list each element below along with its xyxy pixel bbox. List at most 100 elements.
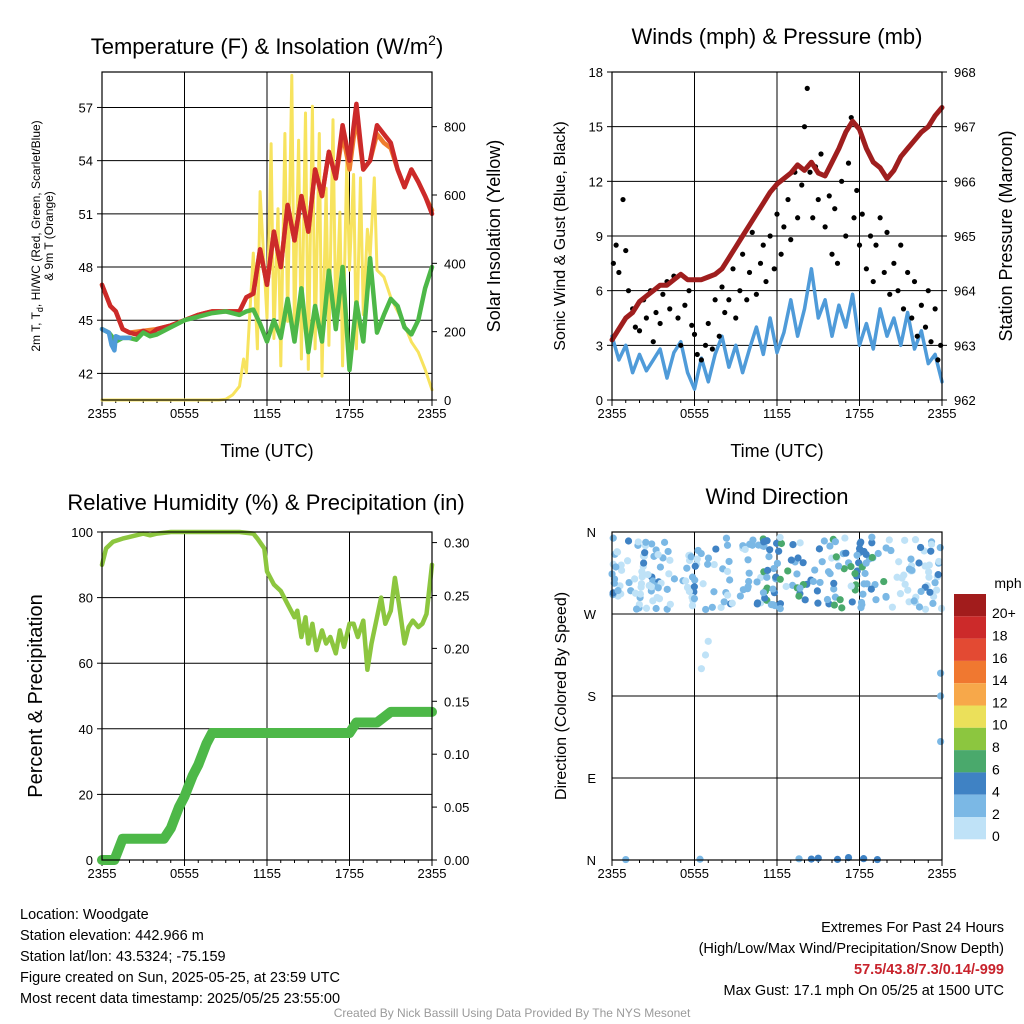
y-tick-label: 0 xyxy=(596,393,603,408)
direction-point xyxy=(799,559,807,567)
direction-point xyxy=(861,569,869,578)
gust-point xyxy=(719,284,725,290)
plot-border xyxy=(611,531,943,861)
direction-point xyxy=(690,583,698,591)
panel-title: Temperature (F) & Insolation (W/m2) xyxy=(91,32,444,59)
y-tick-label: 54 xyxy=(79,154,93,169)
panel-title: Wind Direction xyxy=(705,484,848,509)
direction-point xyxy=(793,570,801,578)
x-tick-label: 2355 xyxy=(598,406,627,421)
direction-point xyxy=(880,577,888,586)
direction-point xyxy=(824,568,833,576)
gust-point xyxy=(632,324,638,330)
direction-point xyxy=(753,600,761,608)
y2-tick-label: 400 xyxy=(444,256,466,271)
direction-point xyxy=(927,540,936,548)
red-temperature-line xyxy=(99,255,435,373)
plot-border xyxy=(611,71,943,401)
gust-point xyxy=(877,215,883,221)
direction-point xyxy=(887,546,895,555)
direction-point xyxy=(642,538,650,546)
colorbar-swatch xyxy=(954,660,986,684)
gust-point xyxy=(891,260,897,266)
direction-point xyxy=(818,558,826,566)
direction-point xyxy=(638,569,647,577)
colorbar-swatch xyxy=(954,750,986,773)
gust-point xyxy=(905,269,911,276)
direction-point xyxy=(765,552,773,561)
gust-point xyxy=(753,291,759,297)
direction-point xyxy=(917,587,925,596)
direction-point xyxy=(704,637,712,645)
direction-point xyxy=(836,596,844,604)
gust-point xyxy=(620,196,626,203)
gust-point xyxy=(870,278,876,285)
x-tick-label: 2355 xyxy=(928,406,957,421)
x-tick-label: 1755 xyxy=(335,866,364,881)
gust-point xyxy=(895,288,901,294)
direction-point xyxy=(763,566,772,575)
gust-point xyxy=(859,211,865,217)
gust-point xyxy=(667,306,673,312)
direction-point xyxy=(872,596,880,604)
direction-point xyxy=(699,580,707,588)
direction-point xyxy=(687,553,695,561)
y-tick-label: 12 xyxy=(589,174,603,189)
direction-point xyxy=(830,579,838,587)
direction-point xyxy=(868,553,876,562)
station-latlon: Station lat/lon: 43.5324; -75.159 xyxy=(20,949,226,965)
gust-point xyxy=(650,339,656,345)
y-tick-label: 45 xyxy=(79,313,93,328)
direction-point xyxy=(868,533,876,541)
gust-point xyxy=(778,251,784,257)
extremes-legend: (High/Low/Max Wind/Precipitation/Snow De… xyxy=(698,941,1004,957)
direction-point xyxy=(763,573,771,581)
x-axis-label: Time (UTC) xyxy=(730,441,823,461)
y-tick-label: N xyxy=(587,525,596,540)
gust-point xyxy=(746,269,753,276)
y2-tick-label: 200 xyxy=(444,325,466,340)
gust-point xyxy=(918,302,924,308)
y2-tick-label: 964 xyxy=(954,284,976,299)
direction-point xyxy=(921,605,930,613)
direction-point xyxy=(815,545,824,553)
direction-point xyxy=(694,546,702,555)
gust-point xyxy=(722,309,728,316)
y-axis-label: 2m T, Td, HI/WC (Red, Green, Scarlet/Blu… xyxy=(29,120,56,351)
direction-point xyxy=(926,588,934,596)
direction-point xyxy=(874,549,882,558)
x-tick-label: 1155 xyxy=(763,866,791,881)
direction-point xyxy=(857,604,865,612)
direction-point xyxy=(868,539,876,547)
direction-point xyxy=(862,550,870,559)
gust-point xyxy=(625,288,632,294)
y-tick-label: 80 xyxy=(79,591,93,606)
gust-point xyxy=(867,233,874,239)
x-tick-label: 1155 xyxy=(763,406,791,421)
x-tick-label: 0555 xyxy=(170,866,199,881)
gust-point xyxy=(839,178,845,184)
y-axis-label-line: , HI/WC (Red, Green, Scarlet/Blue) xyxy=(29,120,43,307)
gust-point xyxy=(928,339,934,345)
x-tick-label: 2355 xyxy=(418,406,447,421)
y2-tick-label: 963 xyxy=(954,338,976,353)
direction-point xyxy=(770,564,778,573)
x-tick-label: 1755 xyxy=(845,866,874,881)
direction-point xyxy=(654,584,662,592)
direction-point xyxy=(848,598,856,606)
gust-point xyxy=(807,169,813,175)
colorbar-label: 10 xyxy=(992,717,1008,733)
direction-point xyxy=(842,549,850,557)
direction-point xyxy=(691,562,699,570)
colorbar-label: 12 xyxy=(992,694,1008,710)
direction-point xyxy=(901,580,909,588)
direction-point xyxy=(859,590,867,598)
y2-tick-label: 962 xyxy=(954,393,976,408)
gust-point xyxy=(826,193,832,199)
y2-axis-label: Solar Insolation (Yellow) xyxy=(484,140,504,332)
gust-point xyxy=(801,124,808,130)
direction-point xyxy=(813,587,821,595)
direction-point xyxy=(882,592,890,601)
gust-point xyxy=(749,229,755,235)
colorbar-swatch xyxy=(954,638,986,661)
